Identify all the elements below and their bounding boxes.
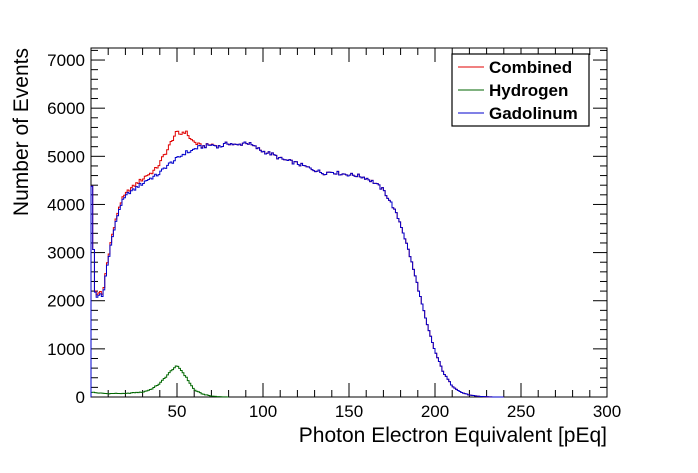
x-tick-label: 150 (335, 402, 363, 421)
y-tick-labels: 0 1000 2000 3000 4000 5000 6000 7000 (47, 51, 85, 407)
legend-label-hydrogen: Hydrogen (489, 81, 568, 100)
y-tick-label: 7000 (47, 51, 85, 70)
series-layer (90, 130, 504, 398)
series-line-combined (90, 130, 504, 398)
x-tick-label: 250 (507, 402, 535, 421)
x-tick-label: 300 (593, 402, 621, 421)
x-tick-labels: 50 100 150 200 250 300 (168, 402, 622, 421)
y-tick-label: 3000 (47, 244, 85, 263)
x-axis-title: Photon Electron Equivalent [pEq] (299, 424, 607, 447)
y-axis-title: Number of Events (10, 48, 33, 216)
x-tick-label: 50 (168, 402, 187, 421)
series-line-hydrogen (90, 365, 229, 398)
y-tick-label: 1000 (47, 340, 85, 359)
y-tick-label: 6000 (47, 99, 85, 118)
legend-label-gadolinum: Gadolinum (489, 104, 578, 123)
y-tick-label: 0 (76, 388, 85, 407)
x-tick-label: 100 (249, 402, 277, 421)
x-tick-label: 200 (421, 402, 449, 421)
legend-label-combined: Combined (489, 58, 572, 77)
y-tick-label: 4000 (47, 195, 85, 214)
y-major-ticks (91, 59, 607, 398)
y-tick-label: 2000 (47, 292, 85, 311)
series-line-gadolinum (90, 141, 504, 398)
y-minor-ticks (91, 49, 607, 388)
y-tick-label: 5000 (47, 147, 85, 166)
legend: Combined Hydrogen Gadolinum (451, 53, 590, 127)
